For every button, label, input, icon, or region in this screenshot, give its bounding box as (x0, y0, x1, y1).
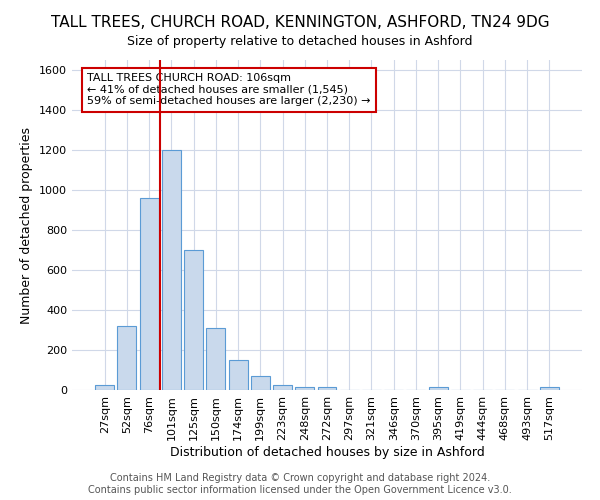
Bar (140, 198, 158, 390)
Bar (229, 360, 248, 390)
X-axis label: Distribution of detached houses by size in Ashford: Distribution of detached houses by size … (170, 446, 484, 458)
Bar (184, 250, 203, 390)
Text: Size of property relative to detached houses in Ashford: Size of property relative to detached ho… (127, 35, 473, 48)
Bar (540, 387, 559, 390)
Text: TALL TREES CHURCH ROAD: 106sqm
← 41% of detached houses are smaller (1,545)
59% : TALL TREES CHURCH ROAD: 106sqm ← 41% of … (88, 73, 371, 106)
Text: Contains HM Land Registry data © Crown copyright and database right 2024.
Contai: Contains HM Land Registry data © Crown c… (88, 474, 512, 495)
Text: TALL TREES, CHURCH ROAD, KENNINGTON, ASHFORD, TN24 9DG: TALL TREES, CHURCH ROAD, KENNINGTON, ASH… (50, 15, 550, 30)
Bar (295, 387, 314, 390)
Bar (317, 387, 337, 390)
Bar (118, 326, 136, 390)
Bar (162, 150, 181, 390)
Bar (251, 376, 270, 390)
Bar (429, 387, 448, 390)
Bar (273, 385, 292, 390)
Bar (95, 385, 114, 390)
Y-axis label: Number of detached properties: Number of detached properties (20, 126, 34, 324)
Bar (206, 328, 225, 390)
